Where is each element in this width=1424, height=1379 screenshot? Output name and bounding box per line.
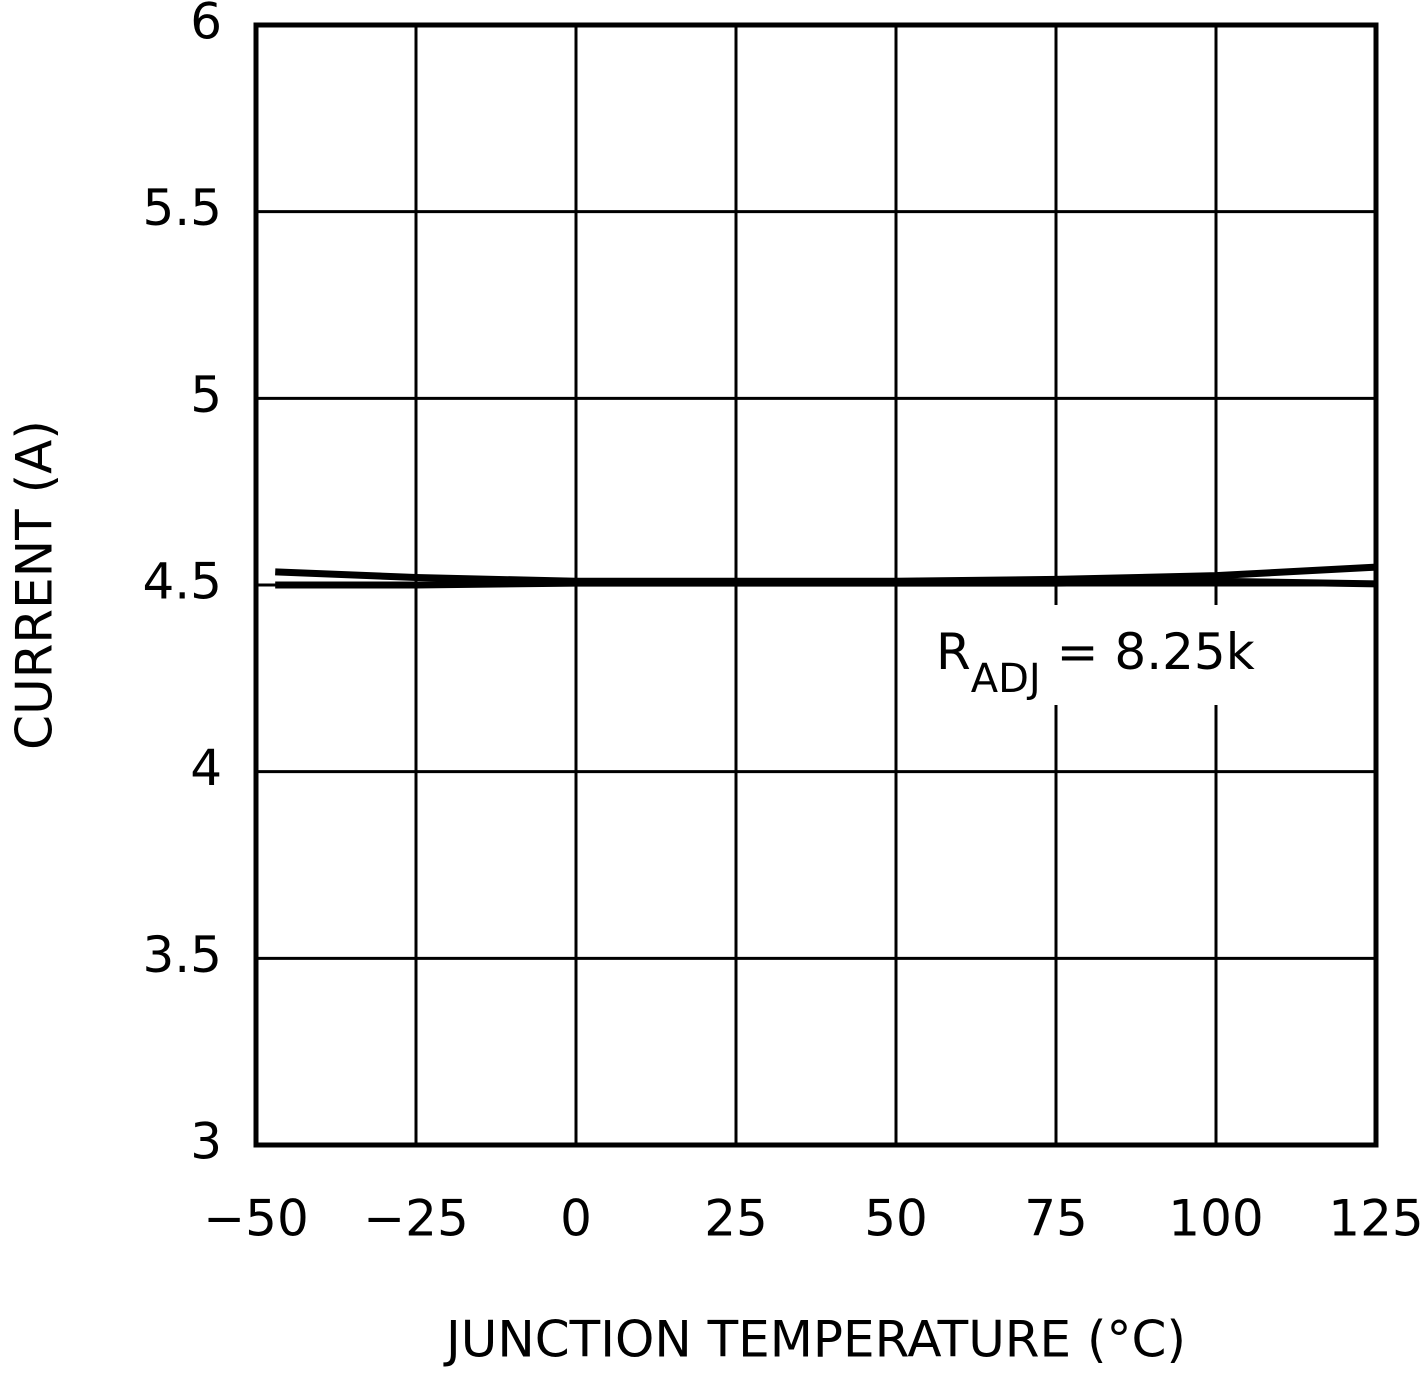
x-tick-label: 100 <box>1168 1190 1263 1248</box>
y-tick-label: 3.5 <box>142 926 222 984</box>
x-tick-label: 75 <box>1024 1190 1088 1248</box>
annotation-main: R <box>936 623 971 681</box>
y-axis-label: CURRENT (A) <box>6 420 64 750</box>
y-tick-label: 4.5 <box>142 553 222 611</box>
x-tick-label: 0 <box>560 1190 592 1248</box>
x-tick-label: 25 <box>704 1190 768 1248</box>
y-tick-label: 4 <box>190 739 222 797</box>
plot-frame <box>253 22 1379 1148</box>
y-tick-label: 5 <box>190 366 222 424</box>
y-tick-label: 3 <box>190 1113 222 1171</box>
y-tick-label: 6 <box>190 0 222 51</box>
x-tick-label: −25 <box>363 1190 469 1248</box>
x-tick-label: 125 <box>1328 1190 1423 1248</box>
x-axis-label: JUNCTION TEMPERATURE (°C) <box>443 1311 1186 1369</box>
y-tick-label: 5.5 <box>142 179 222 237</box>
annotation-background <box>922 605 1322 705</box>
series-line <box>275 577 1377 589</box>
annotation-rest: = 8.25k <box>1041 623 1255 681</box>
lines <box>275 563 1377 589</box>
x-tick-label: −50 <box>203 1190 309 1248</box>
annotation: RADJ = 8.25k <box>936 623 1255 703</box>
annotation-sub: ADJ <box>971 656 1041 702</box>
x-tick-label: 50 <box>864 1190 928 1248</box>
